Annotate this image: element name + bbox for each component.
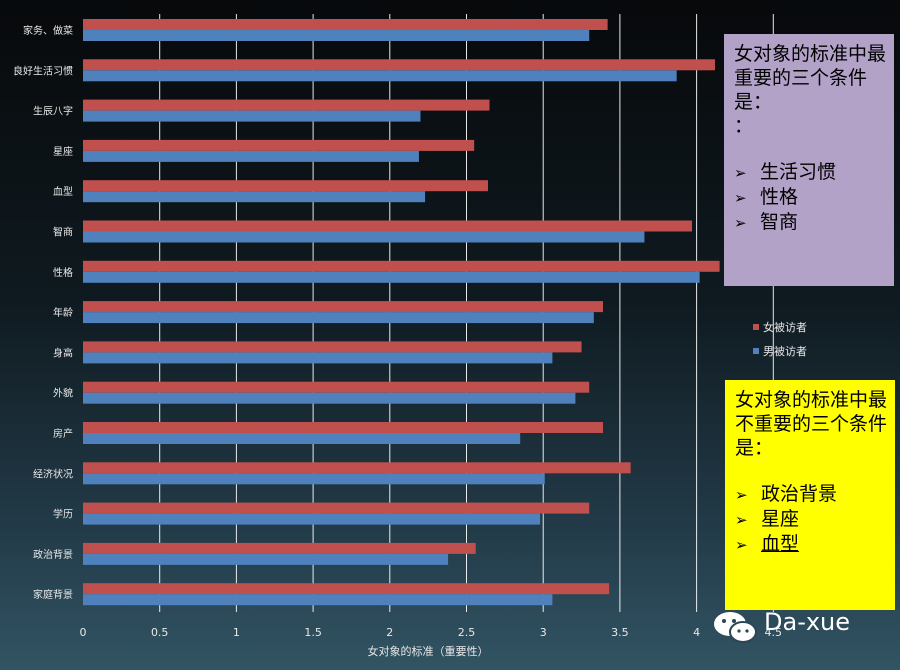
legend: 女被访者 男被访者 bbox=[753, 320, 807, 358]
watermark: Da-xue bbox=[712, 606, 892, 646]
legend-swatch-female bbox=[753, 324, 759, 330]
bar-male bbox=[83, 513, 541, 525]
category-label: 年龄 bbox=[53, 306, 73, 319]
x-tick-label: 3 bbox=[540, 626, 547, 639]
bar-male bbox=[83, 70, 677, 82]
bar-male bbox=[83, 594, 553, 606]
x-tick-label: 2 bbox=[386, 626, 393, 639]
x-tick-label: 2.5 bbox=[458, 626, 476, 639]
category-label: 经济状况 bbox=[33, 467, 73, 480]
bar-female bbox=[83, 59, 716, 71]
legend-swatch-male bbox=[753, 348, 759, 354]
bar-male bbox=[83, 473, 545, 485]
bar-male bbox=[83, 231, 645, 243]
category-label: 外貌 bbox=[53, 387, 73, 400]
callout-list: ➢ 生活习惯 ➢ 性格 ➢ 智商 bbox=[734, 160, 886, 235]
wechat-icon bbox=[714, 612, 757, 643]
x-tick-label: 3.5 bbox=[611, 626, 629, 639]
category-label: 性格 bbox=[53, 266, 73, 279]
bar-female bbox=[83, 301, 604, 313]
list-item: ➢ 生活习惯 bbox=[734, 161, 837, 183]
arrow-bullet-icon: ➢ bbox=[735, 536, 748, 554]
category-label: 政治背景 bbox=[33, 548, 73, 561]
bar-female bbox=[83, 542, 476, 554]
x-tick-label: 4 bbox=[693, 626, 700, 639]
arrow-bullet-icon: ➢ bbox=[734, 189, 747, 207]
bars bbox=[83, 19, 720, 606]
bar-male bbox=[83, 110, 421, 122]
bar-female bbox=[83, 583, 610, 595]
watermark-text: Da-xue bbox=[764, 608, 851, 636]
arrow-bullet-icon: ➢ bbox=[735, 511, 748, 529]
callout-list: ➢ 政治背景 ➢ 星座 ➢ 血型 bbox=[735, 482, 887, 557]
callout-title-colon: ： bbox=[734, 115, 754, 137]
bar-female bbox=[83, 341, 582, 353]
bar-male bbox=[83, 352, 553, 364]
arrow-bullet-icon: ➢ bbox=[735, 486, 748, 504]
bar-male bbox=[83, 392, 576, 404]
category-label: 房产 bbox=[53, 427, 73, 440]
x-tick-label: 4.5 bbox=[765, 626, 783, 639]
bar-male bbox=[83, 553, 449, 565]
legend-label-male: 男被访者 bbox=[763, 345, 807, 358]
category-label: 智商 bbox=[53, 226, 73, 239]
x-tick-label: 1.5 bbox=[304, 626, 322, 639]
bar-male bbox=[83, 433, 521, 444]
list-item: ➢ 性格 bbox=[734, 186, 799, 208]
bar-male bbox=[83, 191, 426, 203]
bar-male bbox=[83, 30, 590, 41]
list-item: ➢ 政治背景 bbox=[735, 483, 838, 505]
callout-title: 女对象的标准中最重要的三个条件是： bbox=[734, 43, 887, 113]
bar-male bbox=[83, 271, 700, 283]
x-tick-label: 0.5 bbox=[151, 626, 169, 639]
category-label: 良好生活习惯 bbox=[13, 64, 73, 77]
x-axis-label: 女对象的标准（重要性） bbox=[368, 644, 489, 658]
bar-female bbox=[83, 180, 488, 192]
callout-title: 女对象的标准中最不重要的三个条件是： bbox=[735, 389, 888, 459]
bar-female bbox=[83, 260, 720, 272]
bar-female bbox=[83, 220, 692, 232]
category-labels: 家务、做菜良好生活习惯生辰八字星座血型智商性格年龄身高外貌房产经济状况学历政治背… bbox=[13, 24, 73, 601]
category-label: 家庭背景 bbox=[33, 588, 73, 601]
bar-female bbox=[83, 19, 608, 30]
arrow-bullet-icon: ➢ bbox=[734, 164, 747, 182]
list-item: ➢ 星座 bbox=[735, 508, 800, 530]
bar-female bbox=[83, 139, 475, 151]
category-label: 学历 bbox=[53, 508, 73, 521]
bar-female bbox=[83, 502, 590, 514]
bar-female bbox=[83, 381, 590, 393]
legend-label-female: 女被访者 bbox=[763, 320, 807, 334]
list-item: ➢ 血型 bbox=[735, 533, 800, 555]
bar-female bbox=[83, 99, 490, 111]
category-label: 血型 bbox=[53, 185, 73, 198]
bar-female bbox=[83, 422, 604, 433]
bar-male bbox=[83, 150, 419, 162]
category-label: 生辰八字 bbox=[33, 105, 73, 118]
x-tick-labels: 0 0.5 1 1.5 2 2.5 3 3.5 4 4.5 bbox=[80, 626, 783, 639]
x-tick-label: 0 bbox=[80, 626, 87, 639]
category-label: 星座 bbox=[53, 145, 73, 158]
category-label: 家务、做菜 bbox=[23, 24, 73, 37]
least-important-callout: 女对象的标准中最不重要的三个条件是： ➢ 政治背景 ➢ 星座 ➢ 血型 bbox=[725, 380, 895, 610]
bar-male bbox=[83, 312, 594, 324]
bar-female bbox=[83, 462, 631, 474]
most-important-callout: 女对象的标准中最重要的三个条件是： ： ➢ 生活习惯 ➢ 性格 ➢ 智商 bbox=[724, 34, 894, 286]
arrow-bullet-icon: ➢ bbox=[734, 214, 747, 232]
x-tick-label: 1 bbox=[233, 626, 240, 639]
category-label: 身高 bbox=[53, 346, 73, 359]
list-item: ➢ 智商 bbox=[734, 211, 799, 233]
